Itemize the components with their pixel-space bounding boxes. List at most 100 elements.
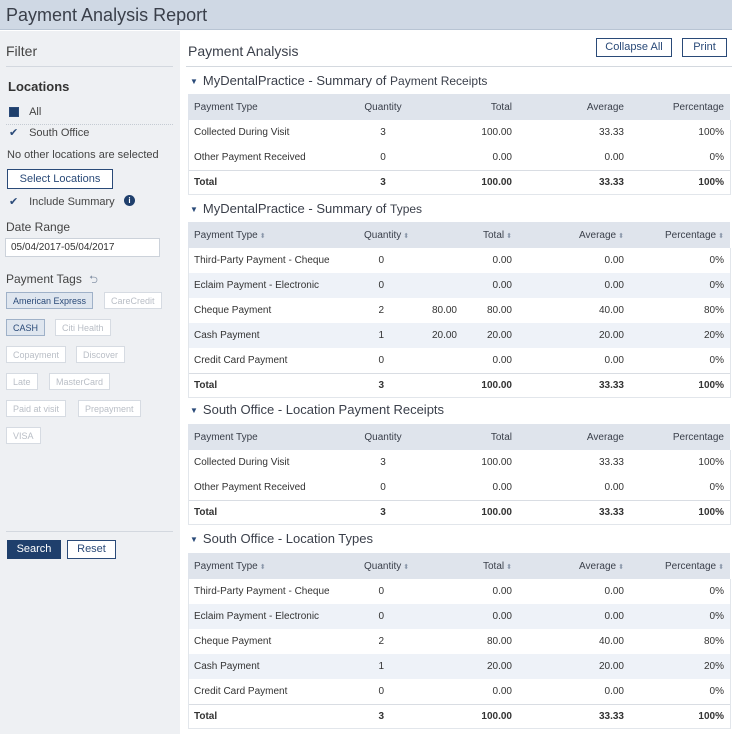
table-cell: Total [188, 499, 358, 525]
payment-tag[interactable]: CareCredit [104, 292, 162, 309]
column-header[interactable]: Average ⬍ [518, 553, 630, 579]
table-cell: 20.00 [408, 323, 463, 348]
section-title-suffix: Types [390, 202, 423, 216]
column-header[interactable]: Percentage ⬍ [630, 222, 730, 248]
print-button[interactable]: Print [682, 38, 727, 57]
collapse-caret-icon[interactable]: ▼ [190, 205, 198, 215]
column-header: Quantity [358, 94, 408, 120]
column-header[interactable]: Quantity ⬍ [358, 222, 410, 248]
reset-button[interactable]: Reset [67, 540, 116, 559]
column-header[interactable]: Payment Type ⬍ [188, 222, 358, 248]
sort-icon[interactable]: ⬍ [403, 232, 410, 240]
table-cell: 0.00 [604, 255, 624, 266]
table-row: Other Payment Received 0 0.00 0.00 0% [188, 475, 730, 500]
table-cell: 0.00 [604, 151, 624, 163]
all-checkbox[interactable] [9, 107, 19, 118]
select-locations-button[interactable]: Select Locations [7, 169, 113, 189]
south-office-label: South Office [29, 127, 90, 139]
column-header[interactable]: Payment Type ⬍ [188, 553, 358, 579]
sort-icon[interactable]: ⬍ [618, 563, 624, 571]
table-cell: 1 [358, 654, 408, 679]
table-row: Third-Party Payment - Cheque 0 0.00 0.00 0% [188, 248, 730, 273]
column-header[interactable]: Average ⬍ [518, 222, 630, 248]
sort-icon[interactable]: ⬍ [618, 232, 624, 240]
table-row: Credit Card Payment 0 0.00 0.00 0% [188, 679, 730, 704]
report-area: Payment Analysis Collapse All Print ▼ MyD… [180, 31, 732, 734]
sort-icon[interactable]: ⬍ [403, 563, 410, 571]
table-cell: 0 [380, 151, 386, 163]
payment-tag[interactable]: Paid at visit [6, 400, 67, 417]
table-cell: 2 [378, 636, 384, 647]
table-cell: 0.00 [492, 481, 512, 493]
section-title-text: MyDentalPractice - Summary of [202, 73, 391, 88]
collapse-caret-icon[interactable]: ▼ [190, 406, 198, 416]
table-cell: 0 [358, 604, 408, 629]
table-cell [408, 499, 463, 525]
summary-table: Payment Type ⬍ Quantity ⬍ Total ⬍ Average ⬍ Perc… [188, 222, 730, 398]
table-cell: 3 [358, 499, 408, 525]
table-cell: 33.33 [598, 457, 624, 468]
section-title[interactable]: ▼ South Office - Location Payment Receipt… [190, 402, 444, 417]
table-cell: 0.00 [604, 586, 624, 597]
table-cell: 0.00 [604, 481, 624, 493]
table-cell: 33.33 [518, 499, 630, 525]
collapse-caret-icon[interactable]: ▼ [190, 77, 198, 87]
column-header[interactable]: Total ⬍ [463, 222, 518, 248]
payment-tag[interactable]: Discover [76, 346, 126, 363]
sort-icon[interactable]: ⬍ [718, 232, 724, 240]
payment-tag[interactable]: Copayment [6, 346, 67, 363]
table-cell: 2 [378, 305, 384, 316]
checkmark-icon[interactable]: ✔ [9, 196, 19, 209]
table-cell: 0% [630, 273, 730, 298]
search-button[interactable]: Search [7, 540, 61, 559]
table-cell: 33.33 [518, 703, 630, 729]
section-title[interactable]: ▼ MyDentalPractice - Summary of Types [190, 201, 422, 216]
table-cell: 0.00 [518, 604, 630, 629]
sort-icon[interactable]: ⬍ [506, 232, 512, 240]
table-cell: 0% [709, 255, 724, 266]
table-row: Eclaim Payment - Electronic 0 0.00 0.00 0% [188, 273, 730, 298]
checkmark-icon[interactable]: ✔ [9, 127, 19, 140]
info-icon[interactable]: i [124, 195, 135, 206]
table-row: Cheque Payment 2 80.00 40.00 80% [188, 629, 730, 654]
collapse-all-button[interactable]: Collapse All [596, 38, 672, 57]
table-cell: 3 [380, 457, 386, 468]
sort-icon[interactable]: ⬍ [259, 232, 266, 240]
all-locations-option[interactable]: All [9, 106, 41, 118]
date-range-input[interactable]: 05/04/2017-05/04/2017 [5, 238, 160, 257]
section-title[interactable]: ▼ South Office - Location Types [190, 531, 373, 546]
summary-table: Payment Type ⬍ Quantity ⬍ Total ⬍ Average ⬍ Perc… [188, 553, 730, 729]
section-title[interactable]: ▼ MyDentalPractice - Summary of Payment R… [190, 73, 487, 88]
payment-tag[interactable]: American Express [6, 292, 94, 309]
sort-icon[interactable]: ⬍ [506, 563, 512, 571]
payment-tag[interactable]: Late [6, 373, 38, 390]
south-office-option[interactable]: ✔ South Office [9, 127, 89, 139]
column-header: Average [518, 94, 630, 120]
column-header: Payment Type [188, 424, 358, 450]
undo-icon[interactable]: ⮌ [89, 274, 98, 286]
column-header[interactable]: Percentage ⬍ [630, 553, 730, 579]
payment-tag[interactable]: Citi Health [55, 319, 111, 336]
collapse-caret-icon[interactable]: ▼ [190, 535, 198, 545]
table-cell: Eclaim Payment - Electronic [188, 604, 358, 629]
column-header: Payment Type [188, 94, 358, 120]
payment-tag[interactable]: VISA [6, 427, 41, 444]
table-cell [408, 273, 463, 298]
sort-icon[interactable]: ⬍ [259, 563, 266, 571]
column-header[interactable]: Total ⬍ [463, 553, 518, 579]
payment-tag[interactable]: CASH [6, 319, 46, 336]
payment-tag[interactable]: Prepayment [78, 400, 141, 417]
column-header[interactable]: Quantity ⬍ [358, 553, 410, 579]
sort-icon[interactable]: ⬍ [718, 563, 724, 571]
table-cell: 3 [358, 703, 408, 729]
table-cell: 0.00 [492, 685, 512, 697]
include-summary-option[interactable]: ✔ Include Summary [9, 196, 115, 208]
payment-tag[interactable]: MasterCard [49, 373, 111, 390]
table-cell [408, 604, 463, 629]
table-cell: 0% [709, 151, 724, 163]
table-cell: 100.00 [463, 703, 518, 729]
table-cell [408, 169, 463, 195]
section-title-text: MyDentalPractice - Summary of [202, 201, 391, 216]
filter-heading: Filter [6, 43, 38, 59]
table-cell: 20% [630, 654, 730, 679]
